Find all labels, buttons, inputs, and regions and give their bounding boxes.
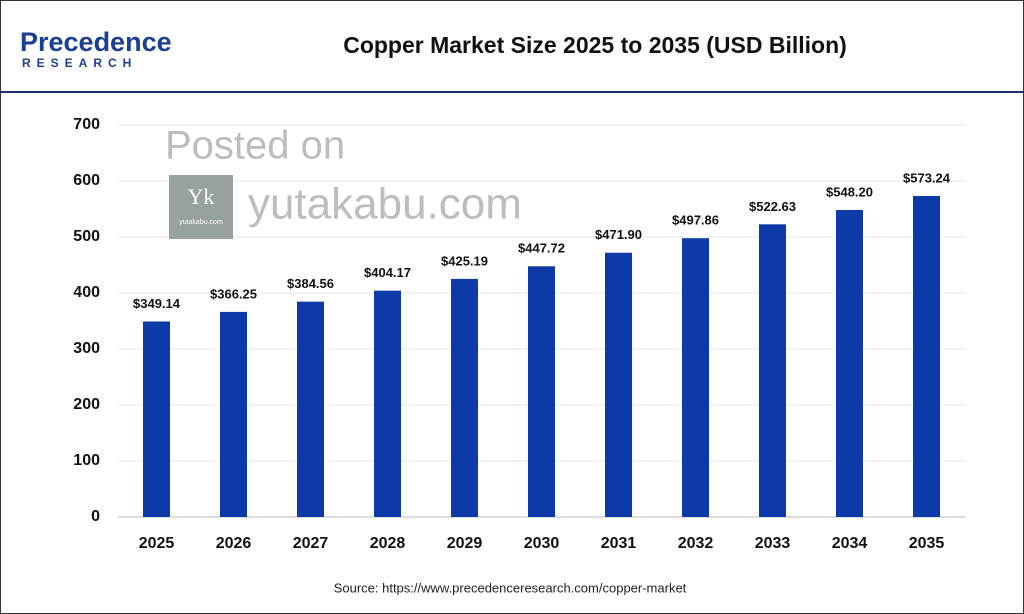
bar	[682, 238, 709, 517]
y-tick-label: 600	[73, 172, 100, 189]
x-tick-label: 2030	[524, 535, 560, 552]
bar	[143, 321, 170, 517]
bar	[759, 224, 786, 517]
y-tick-label: 700	[73, 116, 100, 133]
y-tick-label: 0	[91, 508, 100, 525]
value-label: $349.14	[133, 296, 181, 311]
value-label: $522.63	[749, 199, 796, 214]
value-label: $366.25	[210, 286, 257, 301]
value-label: $425.19	[441, 253, 488, 268]
x-tick-label: 2027	[293, 535, 329, 552]
y-tick-label: 100	[73, 452, 100, 469]
x-tick-label: 2029	[447, 535, 483, 552]
y-tick-label: 300	[73, 340, 100, 357]
bar	[297, 301, 324, 517]
value-label: $471.90	[595, 227, 642, 242]
logo-name: Precedence	[20, 27, 172, 57]
value-label: $447.72	[518, 241, 565, 256]
source: Source: https://www.precedenceresearch.c…	[334, 580, 687, 595]
value-label: $573.24	[903, 170, 951, 185]
logo-sub: RESEARCH	[22, 56, 137, 70]
x-tick-label: 2026	[216, 535, 252, 552]
bar	[374, 290, 401, 517]
x-tick-label: 2028	[370, 535, 406, 552]
bar	[836, 210, 863, 517]
y-tick-label: 500	[73, 228, 100, 245]
x-tick-label: 2034	[832, 535, 868, 552]
y-tick-label: 400	[73, 284, 100, 301]
x-tick-label: 2033	[755, 535, 791, 552]
x-tick-label: 2031	[601, 535, 637, 552]
x-tick-label: 2025	[139, 535, 175, 552]
value-label: $548.20	[826, 184, 873, 199]
watermark-badge	[169, 175, 233, 239]
watermark-line: Posted on	[165, 124, 345, 168]
value-label: $384.56	[287, 276, 334, 291]
bar	[451, 278, 478, 517]
bar	[605, 252, 632, 517]
bar	[913, 195, 940, 517]
watermark-badge-caption: yutakabu.com	[179, 219, 223, 226]
y-tick-label: 200	[73, 396, 100, 413]
watermark-badge-text: Yk	[188, 184, 215, 209]
bar	[528, 266, 555, 517]
x-tick-label: 2032	[678, 535, 714, 552]
watermark-line: yutakabu.com	[248, 180, 522, 229]
value-label: $404.17	[364, 265, 411, 280]
x-tick-label: 2035	[909, 535, 945, 552]
value-label: $497.86	[672, 213, 719, 228]
chart-title: Copper Market Size 2025 to 2035 (USD Bil…	[343, 32, 847, 58]
bar	[220, 311, 247, 517]
